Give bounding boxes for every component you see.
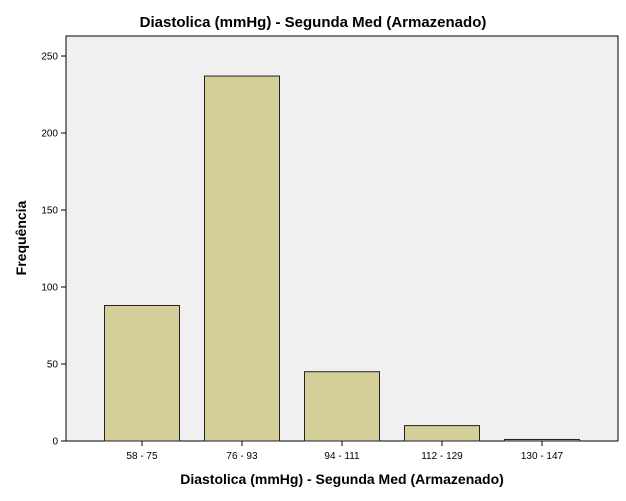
bar-4 <box>404 425 480 442</box>
y-axis: 0 50 100 150 200 250 <box>41 52 66 448</box>
x-tick-label: 76 - 93 <box>226 451 258 462</box>
y-axis-label: Frequência <box>13 200 29 275</box>
y-tick-label: 150 <box>41 206 58 217</box>
x-tick-label: 130 - 147 <box>521 451 564 462</box>
bar-2 <box>204 75 280 442</box>
bars-group <box>104 75 580 442</box>
x-axis: 58 - 75 76 - 93 94 - 111 112 - 129 130 - 147 <box>126 441 564 462</box>
x-tick-label: 112 - 129 <box>421 451 463 462</box>
x-tick-label: 94 - 111 <box>324 451 360 462</box>
y-tick-label: 200 <box>41 129 58 140</box>
bar-1 <box>104 304 180 442</box>
y-tick-label: 50 <box>47 360 59 371</box>
x-axis-label: Diastolica (mmHg) - Segunda Med (Armazen… <box>180 471 504 487</box>
bar-5 <box>504 438 580 442</box>
chart-title: Diastolica (mmHg) - Segunda Med (Armazen… <box>140 14 487 31</box>
y-tick-label: 100 <box>41 283 58 294</box>
x-tick-label: 58 - 75 <box>126 451 158 462</box>
bar-3 <box>304 371 380 442</box>
y-tick-label: 250 <box>41 52 58 63</box>
y-tick-label: 0 <box>52 437 58 448</box>
